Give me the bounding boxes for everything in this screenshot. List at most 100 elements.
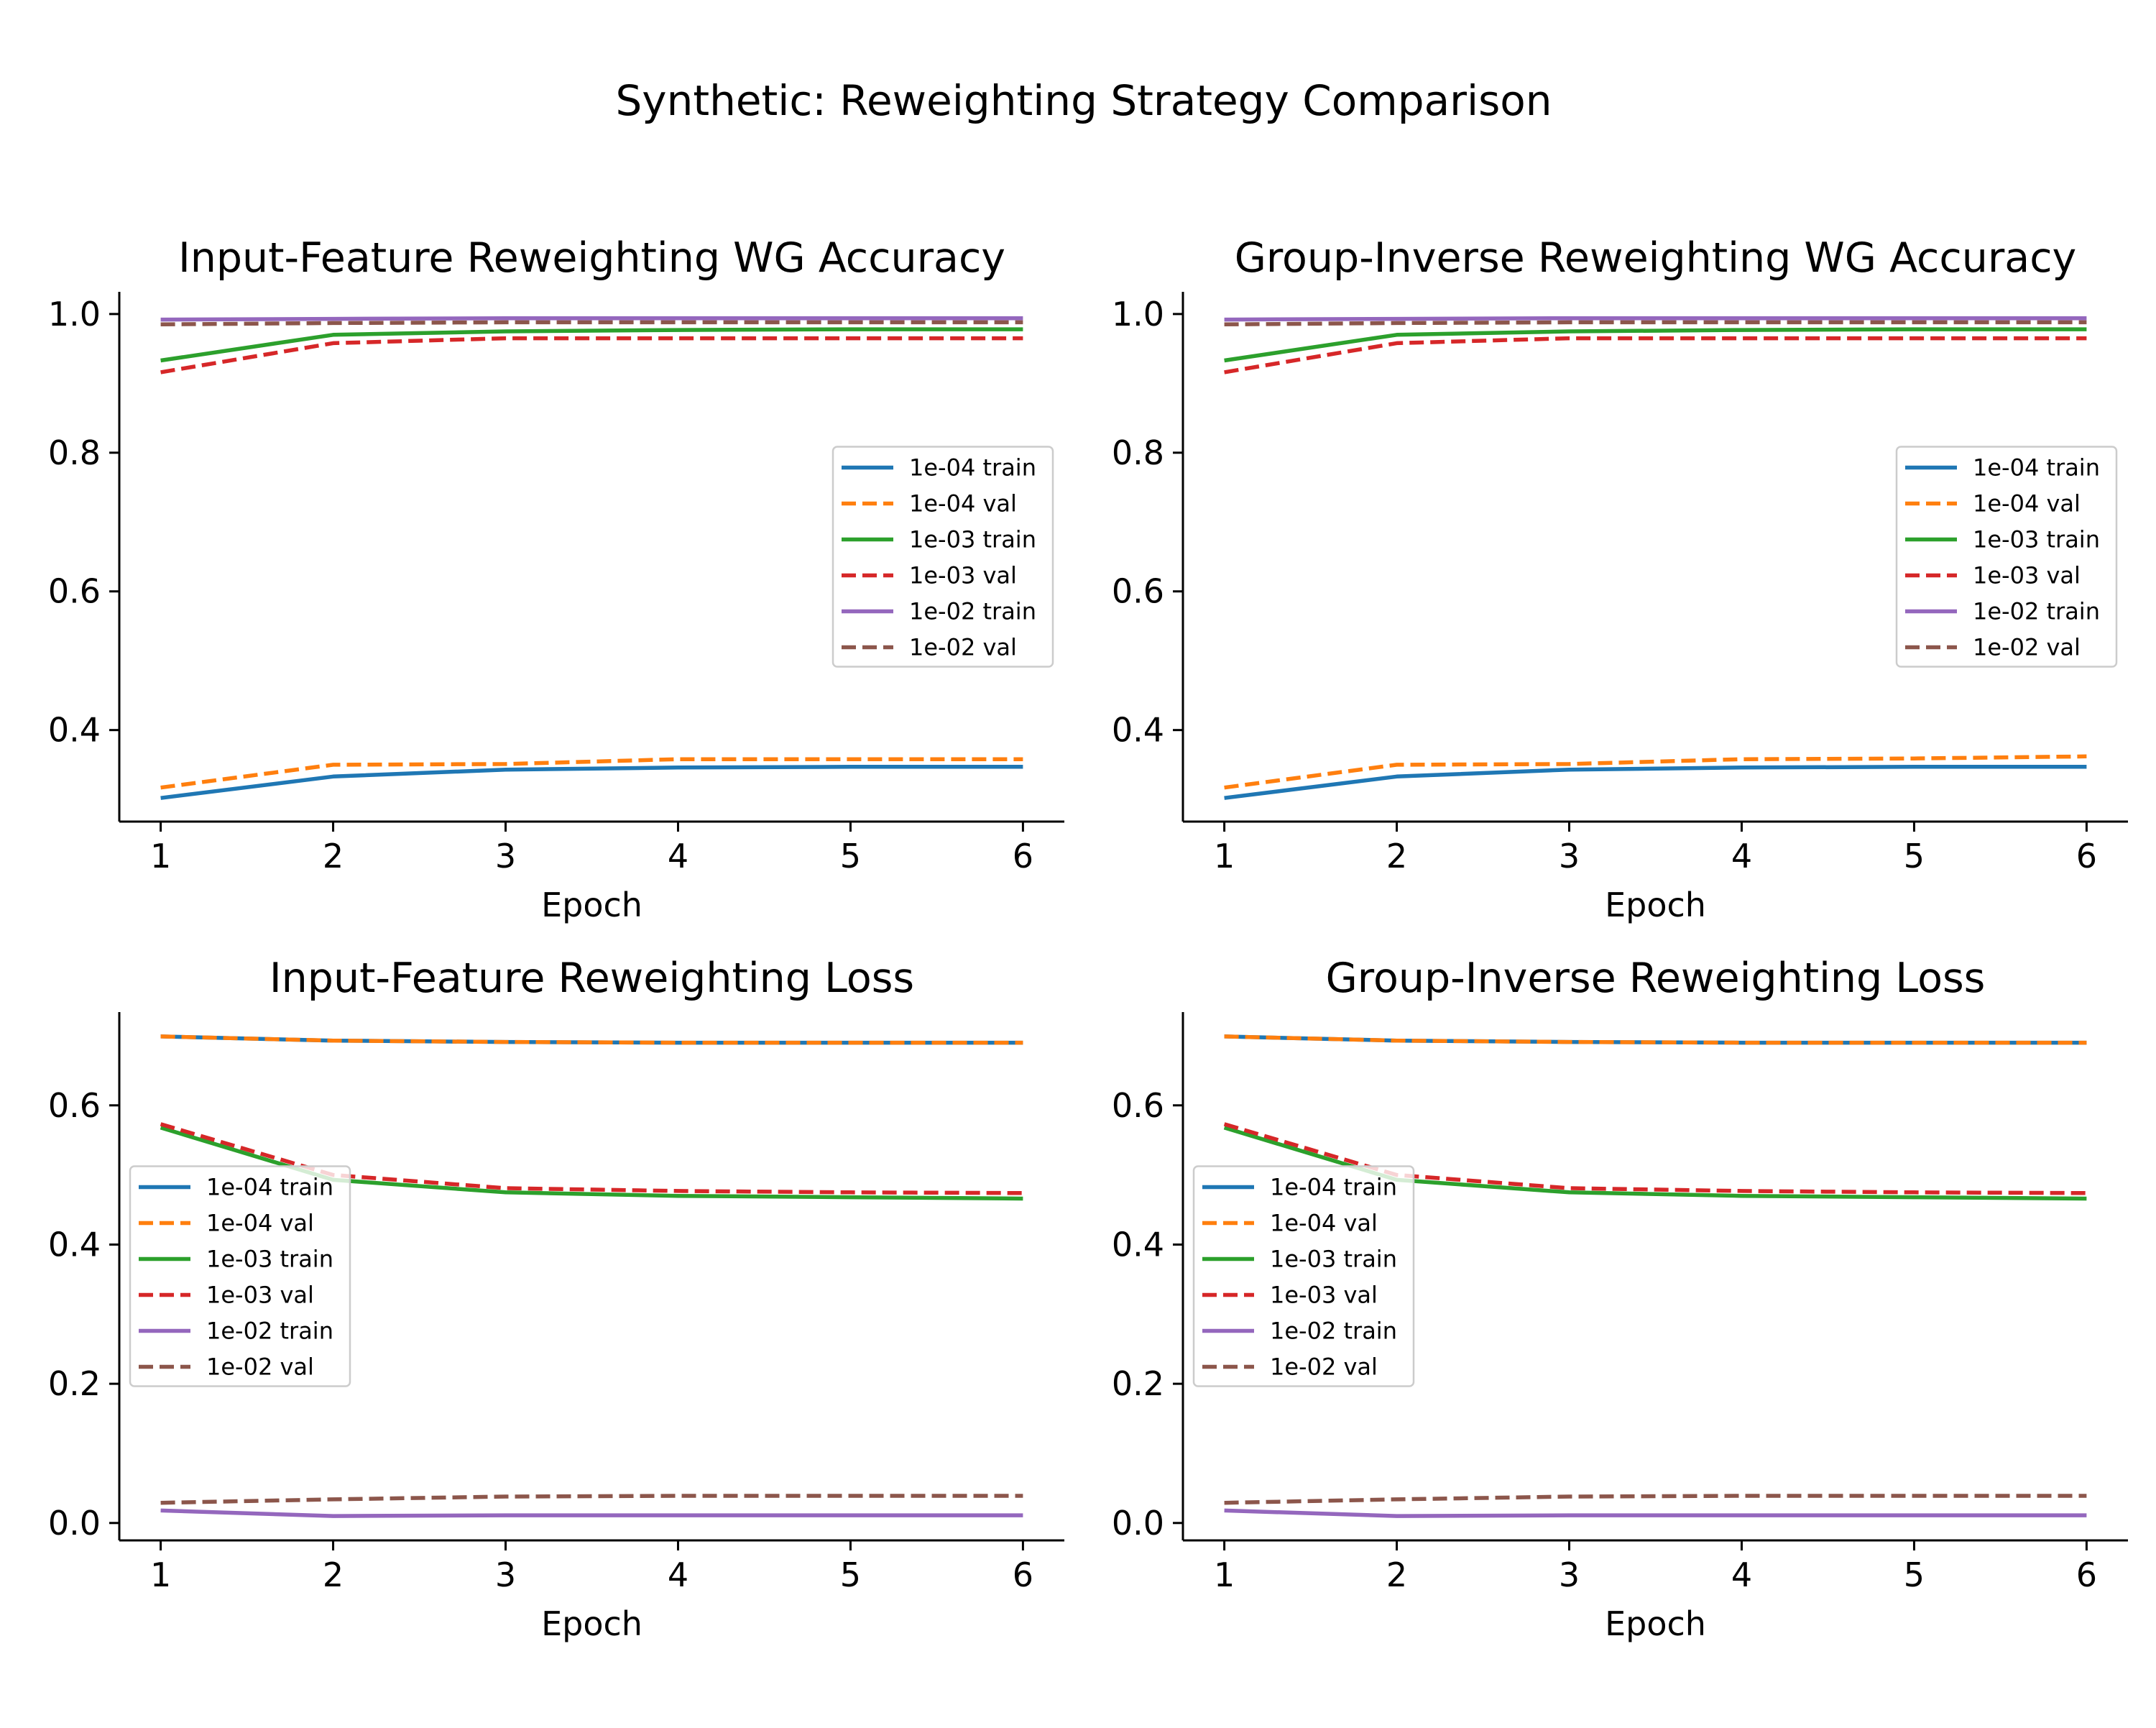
chart-2-series-1e-04-train [1224,765,2087,800]
chart-2-series-1e-02-val [1224,320,2087,327]
chart-2-legend-label: 1e-02 val [1973,634,2081,661]
chart-1-title: Input-Feature Reweighting WG Accuracy [178,234,1005,282]
chart-2-series-1e-04-val [1224,754,2087,790]
chart-3-y-tick-label: 0.0 [48,1504,101,1543]
chart-3-legend-label: 1e-04 train [206,1174,333,1201]
chart-3-series-1e-04-val [160,1034,1023,1045]
chart-4-legend-label: 1e-02 train [1270,1318,1397,1345]
chart-3-x-tick-label: 2 [323,1555,344,1594]
chart-3-x-tick-label: 5 [840,1555,861,1594]
chart-2-legend-label: 1e-04 train [1973,454,2100,482]
chart-2-y-tick-label: 1.0 [1112,295,1164,334]
chart-1-y-tick-label: 0.8 [48,433,101,472]
chart-2-x-tick-label: 6 [2076,837,2097,876]
chart-4-legend-label: 1e-03 train [1270,1246,1397,1273]
chart-3-legend-label: 1e-04 val [206,1210,314,1237]
chart-2-title: Group-Inverse Reweighting WG Accuracy [1235,234,2077,282]
chart-4-x-tick-label: 4 [1731,1555,1752,1594]
chart-1-legend-label: 1e-04 val [909,490,1017,518]
chart-2-x-tick-label: 3 [1559,837,1580,876]
chart-2-series-1e-02-train [1224,316,2087,322]
chart-3-y-tick-label: 0.4 [48,1225,101,1264]
chart-4-x-tick-label: 6 [2076,1555,2097,1594]
chart-1-legend-label: 1e-04 train [909,454,1036,482]
chart-1-panel: Input-Feature Reweighting WG Accuracy 1 2 3… [48,234,1064,924]
chart-4-series-1e-02-train [1224,1508,2087,1518]
chart-4-legend-label: 1e-02 val [1270,1354,1378,1381]
chart-4-y-tick-label: 0.6 [1112,1086,1164,1125]
chart-2-y-tick-label: 0.4 [1112,711,1164,750]
chart-1-legend-label: 1e-03 val [909,562,1017,589]
chart-1-x-tick-label: 2 [323,837,344,876]
chart-2-legend-label: 1e-04 val [1973,490,2081,518]
chart-4-legend-label: 1e-04 val [1270,1210,1378,1237]
chart-2-legend-label: 1e-03 train [1973,526,2100,553]
chart-4-x-tick-label: 1 [1214,1555,1235,1594]
chart-4-legend-label: 1e-04 train [1270,1174,1397,1201]
chart-1-series-1e-03-val [160,336,1023,374]
chart-3-x-tick-label: 6 [1013,1555,1033,1594]
chart-2-x-tick-label: 2 [1386,837,1407,876]
chart-4-x-tick-label: 3 [1559,1555,1580,1594]
chart-3-panel: Input-Feature Reweighting Loss 1 2 3 4 5 6 0.0 0… [48,955,1064,1643]
chart-3-y-tick-label: 0.2 [48,1364,101,1403]
chart-3-x-tick-label: 3 [495,1555,516,1594]
chart-2-y-tick-label: 0.8 [1112,433,1164,472]
chart-3-legend-label: 1e-03 train [206,1246,333,1273]
chart-3-x-tick-label: 4 [668,1555,688,1594]
chart-2-x-tick-label: 5 [1904,837,1925,876]
chart-4-legend: 1e-04 train 1e-04 val 1e-03 train 1e-03 val… [1192,1165,1415,1387]
chart-3-series-1e-02-val [160,1494,1023,1505]
chart-3-x-tick-label: 1 [150,1555,171,1594]
chart-4-x-tick-label: 5 [1904,1555,1925,1594]
chart-1-series-1e-02-train [160,316,1023,322]
chart-4-legend-label: 1e-03 val [1270,1282,1378,1309]
chart-4-title: Group-Inverse Reweighting Loss [1326,955,1986,1002]
chart-1-series-1e-03-train [160,327,1023,363]
chart-3-legend-label: 1e-02 train [206,1318,333,1345]
chart-1-x-tick-label: 6 [1013,837,1033,876]
chart-1-legend: 1e-04 train 1e-04 val 1e-03 train 1e-03 val… [831,446,1054,668]
chart-1-series-1e-04-val [160,757,1023,790]
chart-2-panel: Group-Inverse Reweighting WG Accuracy 1 2 3… [1112,234,2128,924]
chart-4-panel: Group-Inverse Reweighting Loss 1 2 3 4 5 6 0.0 0… [1112,955,2128,1643]
chart-3-title: Input-Feature Reweighting Loss [270,955,914,1002]
chart-1-series-1e-04-train [160,765,1023,800]
figure-suptitle: Synthetic: Reweighting Strategy Comparis… [615,76,1552,125]
chart-3-legend-label: 1e-02 val [206,1354,314,1381]
chart-3-series-1e-02-train [160,1508,1023,1518]
chart-2-y-tick-label: 0.6 [1112,572,1164,611]
chart-2-legend-label: 1e-02 train [1973,598,2100,625]
chart-4-series-1e-04-val [1224,1034,2087,1045]
chart-1-legend-label: 1e-03 train [909,526,1036,553]
chart-3-legend-label: 1e-03 val [206,1282,314,1309]
chart-2-x-tick-label: 4 [1731,837,1752,876]
chart-2-x-tick-label: 1 [1214,837,1235,876]
chart-2-series-1e-03-val [1224,336,2087,374]
chart-4-x-axis-label: Epoch [1605,1604,1706,1643]
chart-2-legend: 1e-04 train 1e-04 val 1e-03 train 1e-03 val… [1895,446,2118,668]
chart-1-legend-label: 1e-02 val [909,634,1017,661]
chart-2-legend-label: 1e-03 val [1973,562,2081,589]
chart-1-x-tick-label: 3 [495,837,516,876]
chart-3-legend: 1e-04 train 1e-04 val 1e-03 train 1e-03 val… [129,1165,351,1387]
chart-1-legend-label: 1e-02 train [909,598,1036,625]
chart-1-x-tick-label: 5 [840,837,861,876]
chart-3-x-axis-label: Epoch [541,1604,642,1643]
chart-4-y-tick-label: 0.4 [1112,1225,1164,1264]
chart-4-y-tick-label: 0.0 [1112,1504,1164,1543]
chart-3-y-tick-label: 0.6 [48,1086,101,1125]
chart-1-y-tick-label: 0.4 [48,711,101,750]
chart-4-x-tick-label: 2 [1386,1555,1407,1594]
chart-1-x-tick-label: 1 [150,837,171,876]
chart-1-x-axis-label: Epoch [541,886,642,924]
chart-2-series-1e-03-train [1224,327,2087,363]
chart-2-x-axis-label: Epoch [1605,886,1706,924]
chart-1-x-tick-label: 4 [668,837,688,876]
chart-1-y-tick-label: 0.6 [48,572,101,611]
chart-1-series-1e-02-val [160,320,1023,327]
chart-4-series-1e-02-val [1224,1494,2087,1505]
chart-4-y-tick-label: 0.2 [1112,1364,1164,1403]
